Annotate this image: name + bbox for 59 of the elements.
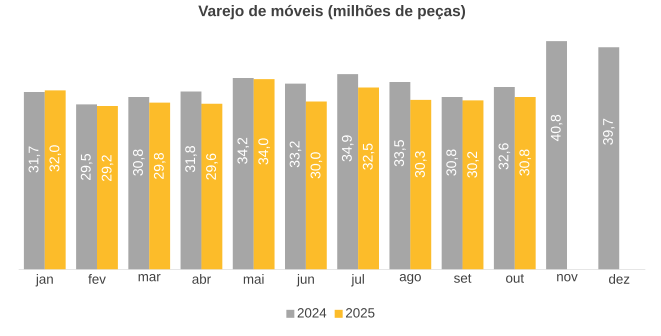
bar	[389, 82, 410, 270]
bar	[546, 41, 567, 270]
data-label: 31,8	[185, 146, 197, 172]
bar	[337, 74, 358, 270]
data-label: 30,8	[519, 150, 532, 176]
x-tick-label: ago	[400, 274, 421, 284]
bar	[285, 84, 306, 270]
x-tick-label: mai	[244, 274, 264, 284]
data-label: 29,8	[154, 152, 166, 179]
bar	[254, 79, 275, 270]
bar	[410, 100, 432, 270]
data-label: 30,3	[415, 151, 427, 178]
data-label: 30,0	[310, 152, 322, 178]
x-tick-label: jul	[351, 274, 364, 286]
data-label: 34,0	[258, 138, 270, 165]
data-label: 31,7	[28, 146, 40, 173]
data-label: 34,2	[237, 138, 250, 164]
bar	[180, 91, 202, 270]
x-tick-label: fev	[88, 274, 106, 284]
data-label: 34,9	[342, 135, 354, 162]
bar	[128, 97, 150, 270]
data-label: 29,6	[206, 154, 218, 180]
chart-title: Varejo de móveis (milhões de peças)	[198, 4, 466, 20]
bar	[514, 97, 536, 270]
data-label: 29,5	[80, 154, 92, 180]
data-label: 29,2	[102, 155, 114, 181]
x-tick-label: mar	[138, 274, 160, 282]
bar	[24, 92, 45, 270]
bar	[442, 97, 463, 270]
bar	[232, 78, 254, 270]
data-label: 32,6	[498, 143, 510, 170]
bar	[598, 47, 620, 270]
legend-label: 2024	[298, 308, 326, 318]
data-label: 30,2	[467, 152, 479, 178]
data-label: 33,5	[394, 140, 406, 166]
data-label: 32,0	[49, 145, 62, 172]
data-label: 39,7	[603, 118, 615, 145]
x-tick-label: nov	[557, 274, 578, 282]
data-label: 33,2	[290, 141, 302, 168]
bar	[44, 90, 66, 270]
data-label: 32,5	[362, 144, 374, 170]
x-tick-label: set	[454, 274, 472, 283]
bar	[462, 100, 484, 270]
x-tick-label: jun	[296, 274, 314, 286]
x-tick-label: jan	[36, 274, 53, 286]
data-label: 30,8	[133, 150, 145, 176]
legend-label: 2025	[346, 308, 374, 318]
bar	[76, 104, 98, 270]
bar	[201, 104, 222, 270]
x-tick-label: abr	[192, 274, 211, 284]
x-tick-label: out	[506, 274, 524, 283]
bar	[494, 86, 515, 270]
data-label: 40,8	[550, 114, 562, 142]
data-label: 30,8	[446, 150, 458, 176]
bar	[149, 102, 170, 270]
bar	[358, 88, 380, 270]
x-tick-label: dez	[609, 274, 630, 284]
bar	[97, 106, 118, 270]
bar	[306, 102, 327, 270]
